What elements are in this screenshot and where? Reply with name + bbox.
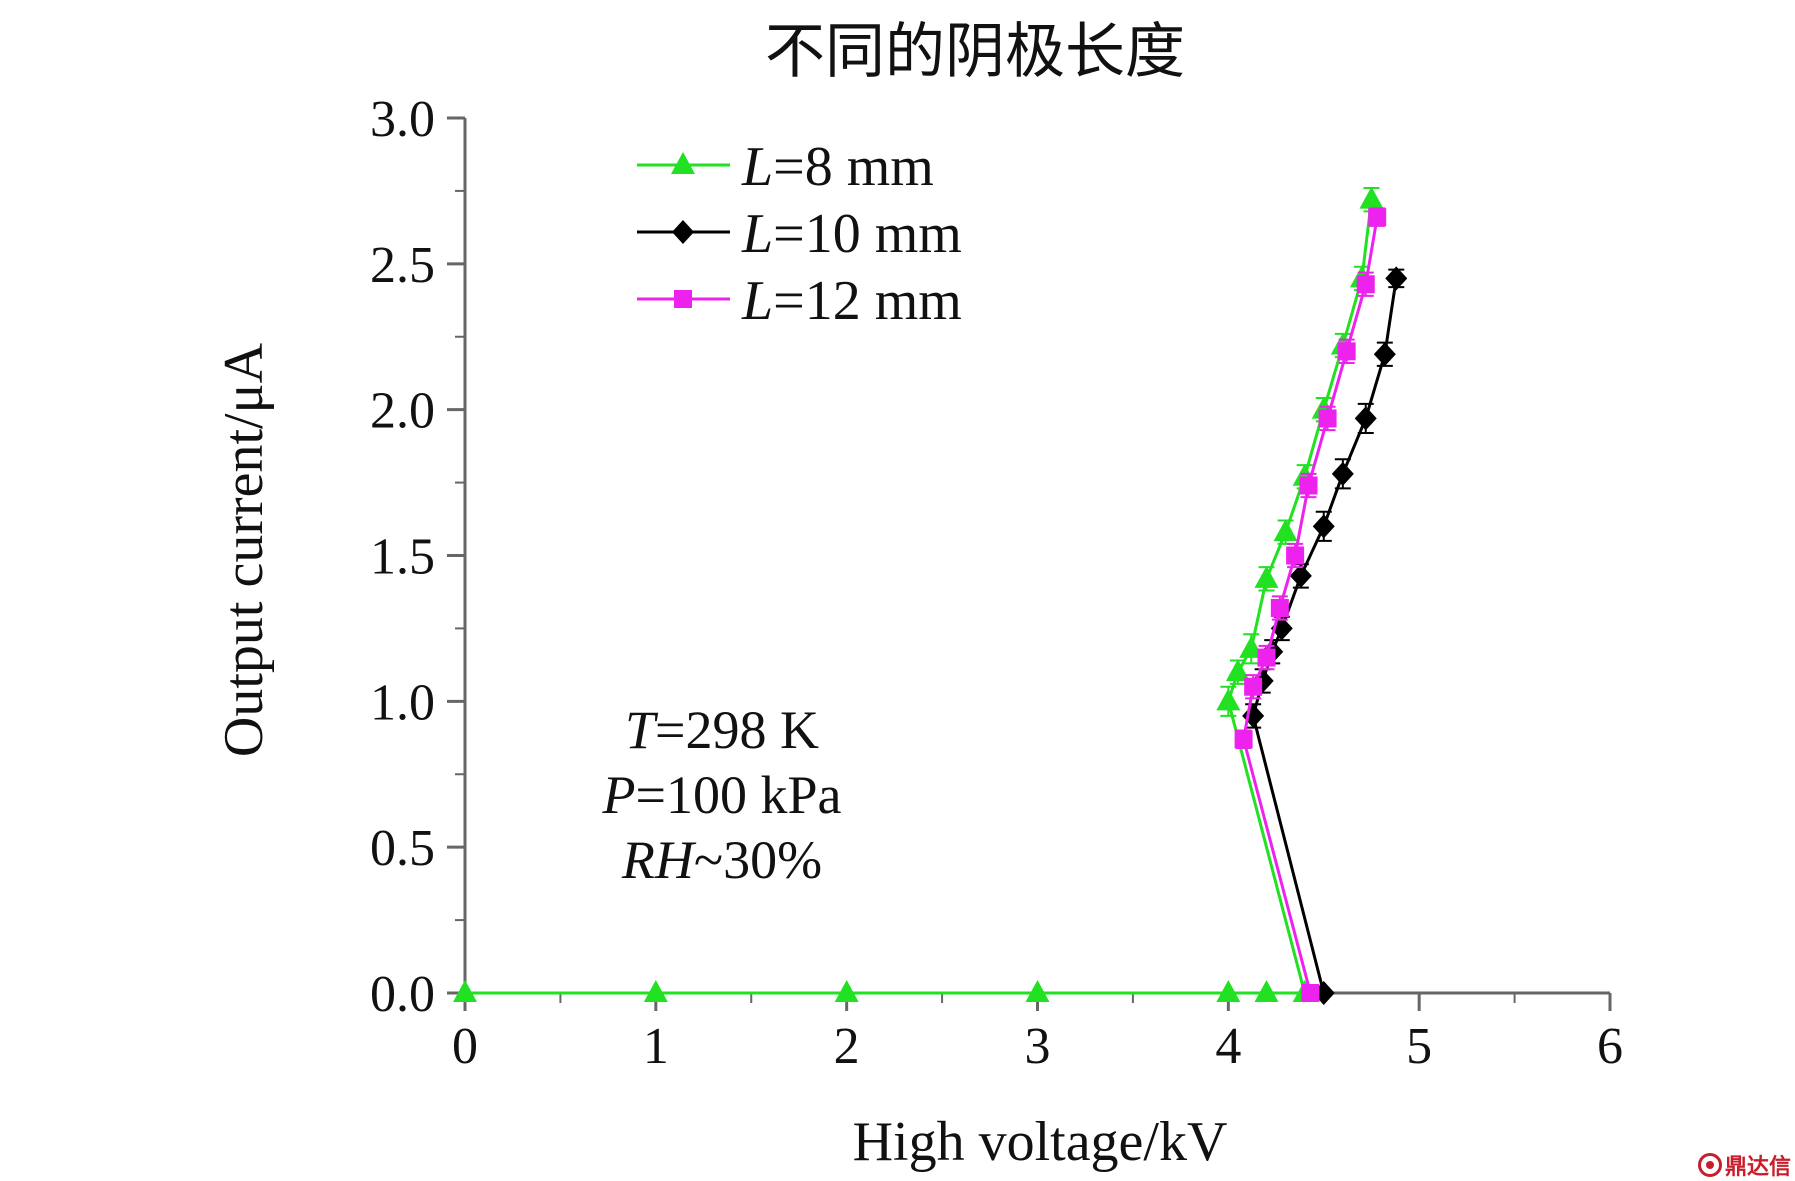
square-marker: [1286, 546, 1305, 565]
y-tick-label: 1.0: [370, 674, 435, 731]
triangle-marker: [453, 980, 477, 1002]
diamond-marker: [1331, 461, 1354, 486]
x-axis-label: High voltage/kV: [853, 1111, 1228, 1173]
triangle-marker: [1254, 565, 1279, 588]
diamond-marker: [1373, 342, 1396, 367]
triangle-marker: [834, 980, 859, 1002]
y-tick-label: 3.0: [370, 91, 435, 148]
x-tick-label: 5: [1406, 1018, 1432, 1075]
diamond-marker: [1289, 563, 1312, 588]
legend-label: L=8 mm: [741, 136, 934, 198]
triangle-marker: [643, 980, 668, 1002]
condition-line: RH~30%: [621, 830, 822, 890]
square-marker: [1299, 476, 1318, 495]
y-axis-label: Output current/μA: [213, 342, 275, 757]
diamond-marker: [1312, 514, 1335, 539]
square-marker: [1234, 730, 1253, 749]
square-marker: [1270, 599, 1289, 617]
y-tick-label: 0.0: [370, 966, 435, 1023]
x-tick-label: 2: [834, 1018, 860, 1075]
square-marker: [1318, 409, 1337, 428]
series-3: [1234, 207, 1387, 1002]
triangle-marker: [1225, 659, 1250, 682]
square-marker: [1257, 648, 1276, 667]
axes: 0 1 2 3 4 5 6 0.0 0.5 1.0 1.5 2.0 2.5 3.0: [370, 91, 1623, 1075]
condition-line: P=100 kPa: [602, 765, 842, 825]
legend-label: L=10 mm: [741, 203, 962, 265]
logo-circle-icon: [1697, 1153, 1722, 1177]
series-line: [1251, 278, 1398, 994]
square-marker: [1244, 677, 1263, 696]
chart-title: 不同的阴极长度: [765, 19, 1185, 85]
triangle-marker: [1254, 980, 1279, 1002]
y-tick-label: 0.5: [370, 820, 435, 877]
watermark-text: 鼎达信: [1724, 1155, 1791, 1180]
square-marker: [1301, 984, 1320, 1002]
series-2: [1242, 266, 1408, 1005]
square-marker: [1356, 275, 1375, 294]
condition-line: T=298 K: [625, 700, 819, 760]
diamond-marker: [1385, 266, 1408, 291]
x-tick-label: 1: [643, 1018, 669, 1075]
triangle-marker: [1216, 688, 1241, 711]
triangle-marker: [1025, 980, 1050, 1002]
legend: L=8 mmL=10 mmL=12 mm: [637, 136, 962, 332]
legend-entry-3: L=12 mm: [637, 270, 962, 332]
diamond-marker: [672, 220, 694, 244]
x-tick-label: 3: [1025, 1018, 1051, 1075]
series-line: [1242, 216, 1379, 994]
square-marker: [1368, 208, 1387, 227]
triangle-marker: [671, 152, 695, 174]
square-marker: [1337, 342, 1356, 361]
triangle-marker: [1216, 980, 1241, 1002]
y-tick-label: 1.5: [370, 529, 435, 586]
y-tick-label: 2.5: [370, 237, 435, 294]
diamond-marker: [1354, 406, 1377, 431]
x-tick-label: 6: [1597, 1018, 1623, 1075]
x-tick-label: 4: [1215, 1018, 1241, 1075]
triangle-marker: [1273, 519, 1298, 542]
legend-entry-1: L=8 mm: [637, 136, 934, 198]
triangle-marker: [1239, 635, 1264, 658]
series-layer: [453, 186, 1408, 1005]
square-marker: [674, 290, 692, 308]
legend-entry-2: L=10 mm: [637, 203, 962, 265]
triangle-marker: [1359, 186, 1384, 209]
x-tick-label: 0: [452, 1018, 478, 1075]
y-tick-label: 2.0: [370, 383, 435, 440]
watermark: 鼎达信: [1697, 1151, 1791, 1180]
legend-label: L=12 mm: [741, 270, 962, 332]
